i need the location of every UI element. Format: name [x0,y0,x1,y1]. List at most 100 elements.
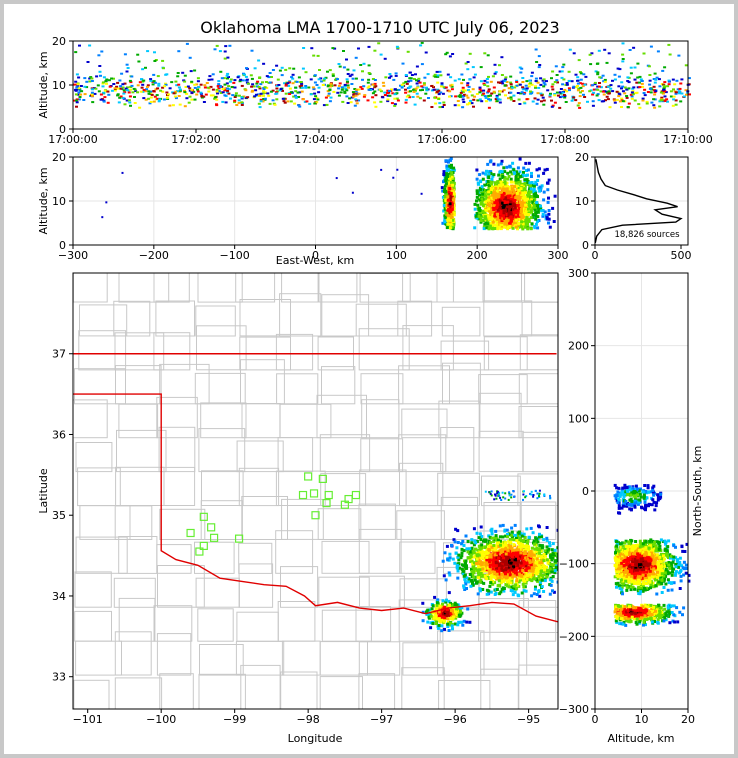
plan-view-source [511,587,515,591]
east-west-source [490,193,494,197]
time-height-source [444,53,448,56]
time-height-source [209,94,213,97]
time-height-source [420,85,424,88]
east-west-source [497,186,501,190]
time-height-source [205,82,209,84]
time-height-source [592,88,596,91]
time-height-source [183,91,187,94]
plan-view-source [501,535,505,539]
plan-view-source [504,541,508,545]
time-height-source [411,96,415,98]
time-height-source [196,88,200,91]
time-height-source [115,85,119,88]
time-height-xtick-label: 17:00:00 [48,133,97,146]
time-height-source [401,85,405,87]
east-west-source [536,206,540,210]
east-west-source [526,182,530,186]
time-height-source [459,91,463,94]
plan-view-source [497,572,501,576]
plan-view-source [500,587,504,591]
time-height-source [466,84,470,87]
time-height-source [556,81,559,84]
time-height-source [144,66,147,69]
time-height-source [663,81,667,84]
time-height-source [577,59,581,62]
time-height-source [405,82,409,85]
time-height-source [211,94,215,97]
time-height-source [621,60,625,63]
plan-view-source [536,548,540,551]
time-height-source [446,89,450,92]
plan-view-source [477,553,481,557]
time-height-source [286,100,290,103]
time-height-source [408,96,412,99]
time-height-source [658,85,662,88]
time-height-source [234,94,238,97]
time-height-source [315,97,319,100]
time-height-source [138,81,142,84]
time-height-source [592,91,596,94]
time-height-source [488,99,492,102]
time-height-source [629,93,633,96]
time-height-source [163,85,167,88]
time-height-source [396,99,400,102]
time-height-source [601,74,605,77]
time-height-source [621,42,625,45]
plan-view-source [470,538,474,542]
east-west-source [531,213,535,217]
plan-view-source [521,539,525,543]
plan-view-source [461,539,465,543]
plan-view-source [491,556,495,560]
plan-view-source [475,540,479,543]
time-height-source [261,100,265,103]
plan-view-source [488,565,492,569]
east-west-source [514,225,518,229]
east-west-source [525,196,529,200]
plan-view-source [459,556,463,560]
time-height-source [265,86,269,89]
time-height-source [561,83,565,86]
time-height-source [259,83,263,86]
east-west-source [508,200,512,204]
time-height-source [116,81,120,84]
east-west-source [524,219,528,222]
time-height-source [327,92,331,95]
time-height-source [597,49,601,52]
time-height-source [161,90,165,93]
county-boundary [402,642,444,676]
plan-view-source [537,570,540,574]
county-boundary [280,671,318,709]
plan-view-source [460,563,464,567]
county-boundary [196,325,247,371]
plan-view-source [494,591,498,595]
time-height-source [116,93,120,96]
time-height-xtick-label: 17:06:00 [417,133,466,146]
east-west-source [477,214,481,218]
time-height-source [353,104,357,107]
time-height-source [156,75,160,78]
time-height-source [223,83,227,86]
time-height-source [255,82,259,85]
plan-view-source [490,532,494,536]
plan-view-source [535,537,538,541]
east-west-source [493,201,497,205]
time-height-source [509,91,513,94]
county-boundary [358,528,402,574]
time-height-source [331,74,335,77]
plan-view-source [527,535,531,539]
east-west-ytick-label: 10 [52,195,66,208]
east-west-ytick-label: 0 [59,239,66,252]
time-height-source [197,86,201,89]
time-height-source [170,81,174,84]
east-west-source [488,183,491,187]
time-height-source [521,81,525,83]
time-height-source [538,64,542,66]
east-west-source [520,193,524,196]
time-height-source [313,74,317,77]
time-height-source [106,101,110,104]
time-height-source [649,91,653,94]
plan-view-source [537,566,541,570]
county-boundary [157,565,205,608]
time-height-source [262,98,266,100]
